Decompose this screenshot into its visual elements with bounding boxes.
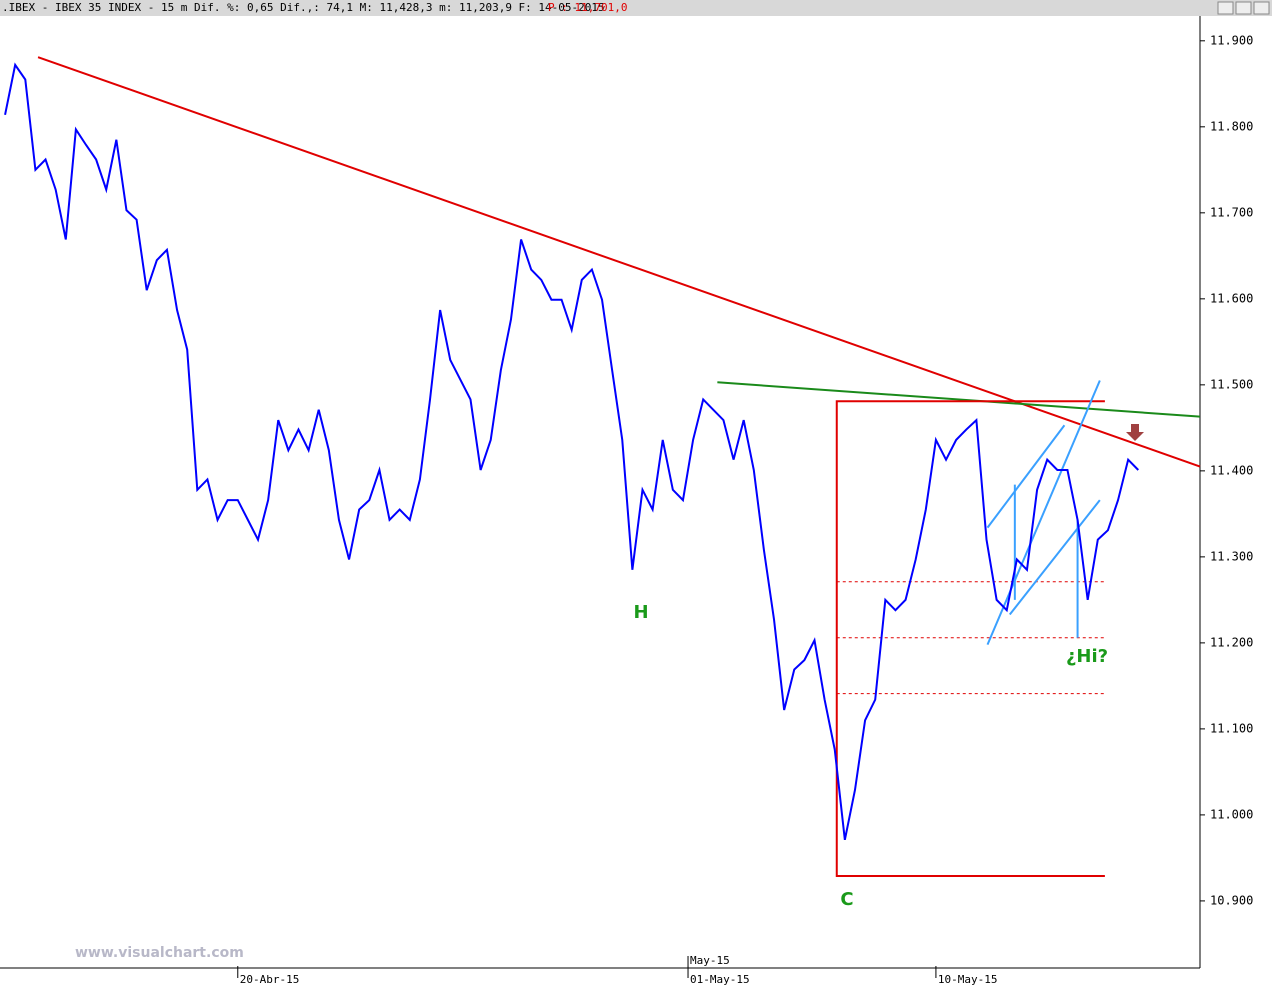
annotation: C [840,889,853,910]
chart-subtitle: P : 11,701,0 [548,1,627,14]
overlay-line [717,381,1201,418]
x-tick-label: 01-May-15 [690,973,750,986]
x-tick-label: 20-Abr-15 [240,973,300,986]
window-buttons[interactable] [1217,1,1270,15]
close-button[interactable] [1253,1,1270,15]
annotation: H [633,602,648,623]
y-tick-label: 10.900 [1210,893,1253,907]
down-arrow-marker [1126,424,1144,441]
y-tick-label: 11.600 [1210,291,1253,305]
x-tick-label: 10-May-15 [938,973,998,986]
overlay-line [986,380,1101,645]
watermark: www.visualchart.com [75,945,244,961]
y-tick-label: 11.200 [1210,635,1253,649]
y-tick-label: 11.100 [1210,721,1253,735]
y-tick-label: 11.900 [1210,33,1253,47]
y-tick-label: 11.400 [1210,463,1253,477]
x-month-label: May-15 [690,954,730,967]
annotation: ¿Hi? [1066,646,1108,667]
y-tick-label: 11.800 [1210,119,1253,133]
y-tick-label: 11.500 [1210,377,1253,391]
y-tick-label: 11.300 [1210,549,1253,563]
overlay-line [1008,499,1101,616]
overlay-line [835,400,1105,877]
header-bar [0,0,1272,16]
minimize-button[interactable] [1217,1,1234,15]
chart-title: .IBEX - IBEX 35 INDEX - 15 m Dif. %: 0,6… [2,1,605,14]
overlay-line [37,56,1201,468]
y-tick-label: 11.700 [1210,205,1253,219]
y-tick-label: 11.000 [1210,807,1253,821]
maximize-button[interactable] [1235,1,1252,15]
overlay-line [986,424,1066,529]
price-line [4,62,1139,841]
